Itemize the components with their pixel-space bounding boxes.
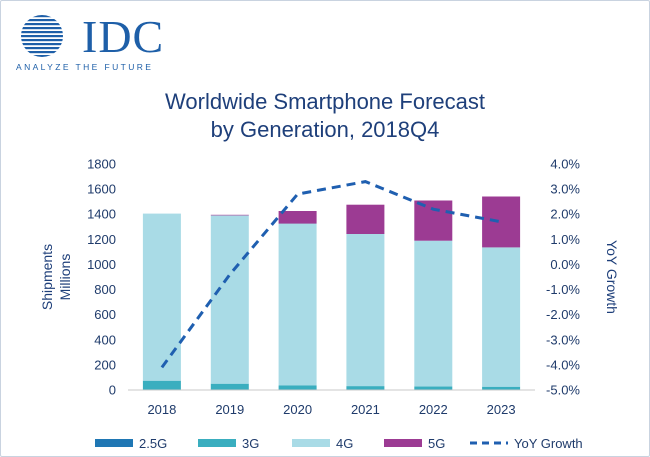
legend-label-5g: 5G <box>428 436 445 451</box>
legend-label-yoy-growth: YoY Growth <box>514 436 583 451</box>
legend-swatch-3g <box>198 439 236 447</box>
bar-4g-2021 <box>346 233 385 387</box>
yoy-growth-line <box>160 180 502 369</box>
right-tick-label: 0.0% <box>550 257 580 272</box>
right-tick-label: -3.0% <box>546 332 580 347</box>
left-tick-label: 0 <box>109 383 116 398</box>
chart-title-line1: Worldwide Smartphone Forecast <box>165 89 485 114</box>
legend-label-4g: 4G <box>336 436 353 451</box>
x-tick-label: 2023 <box>487 402 516 417</box>
bar-4g-2020 <box>278 223 317 386</box>
bar-4g-2023 <box>482 247 521 387</box>
x-axis-ticks: 2018 2019 2020 2021 2022 2023 <box>147 402 515 417</box>
x-tick-label: 2020 <box>283 402 312 417</box>
bar-5g-2022 <box>414 200 453 241</box>
left-tick-label: 1600 <box>87 182 116 197</box>
left-tick-label: 1800 <box>87 157 116 172</box>
brand-name: IDC <box>82 11 165 62</box>
left-tick-label: 1200 <box>87 232 116 247</box>
right-axis-title: YoY Growth <box>604 240 620 314</box>
bar-3g-2020 <box>278 385 317 390</box>
x-tick-label: 2018 <box>147 402 176 417</box>
left-tick-label: 400 <box>94 332 116 347</box>
right-tick-label: -5.0% <box>546 383 580 398</box>
right-tick-label: -4.0% <box>546 357 580 372</box>
legend-swatch-2-5g <box>95 439 133 447</box>
bar-4g-2022 <box>414 240 453 387</box>
left-axis-title-line1: Shipments <box>39 244 55 310</box>
yoy-line-layer <box>160 180 502 369</box>
legend-swatch-4g <box>292 439 330 447</box>
left-tick-label: 800 <box>94 282 116 297</box>
x-tick-label: 2022 <box>419 402 448 417</box>
right-tick-label: -2.0% <box>546 307 580 322</box>
bar-4g-2018 <box>142 213 181 381</box>
right-tick-label: 2.0% <box>550 207 580 222</box>
x-tick-label: 2021 <box>351 402 380 417</box>
bar-5g-2023 <box>482 196 521 248</box>
right-tick-label: 1.0% <box>550 232 580 247</box>
left-axis-ticks: 0 200 400 600 800 1000 1200 1400 1600 1800 <box>87 157 116 398</box>
idc-logo: IDC ANALYZE THE FUTURE <box>16 14 186 74</box>
right-tick-label: 4.0% <box>550 157 580 172</box>
bar-3g-2019 <box>210 383 249 390</box>
left-axis-title: Shipments Millions <box>39 244 73 310</box>
bar-3g-2018 <box>142 380 181 390</box>
bars-layer <box>142 196 521 391</box>
right-tick-label: -1.0% <box>546 282 580 297</box>
bar-3g-2021 <box>346 386 385 390</box>
left-tick-label: 1400 <box>87 207 116 222</box>
bar-3g-2022 <box>414 386 453 390</box>
legend-label-2-5g: 2.5G <box>139 436 167 451</box>
legend-label-3g: 3G <box>242 436 259 451</box>
left-tick-label: 200 <box>94 357 116 372</box>
bar-4g-2019 <box>210 215 249 384</box>
bar-5g-2020 <box>278 211 317 224</box>
bar-5g-2021 <box>346 204 385 234</box>
globe-icon <box>21 15 63 57</box>
legend-swatch-5g <box>384 439 422 447</box>
bar-5g-2019 <box>210 214 249 216</box>
bar-3g-2023 <box>482 386 521 390</box>
brand-tagline: ANALYZE THE FUTURE <box>16 62 154 72</box>
x-tick-label: 2019 <box>215 402 244 417</box>
left-axis-title-line2: Millions <box>57 254 73 301</box>
right-tick-label: 3.0% <box>550 182 580 197</box>
right-axis-ticks: -5.0% -4.0% -3.0% -2.0% -1.0% 0.0% 1.0% 2.0% 3.0… <box>546 157 580 398</box>
left-tick-label: 1000 <box>87 257 116 272</box>
chart-title-line2: by Generation, 2018Q4 <box>210 117 440 142</box>
legend: 2.5G 3G 4G 5G YoY Growth <box>95 436 583 451</box>
left-tick-label: 600 <box>94 307 116 322</box>
